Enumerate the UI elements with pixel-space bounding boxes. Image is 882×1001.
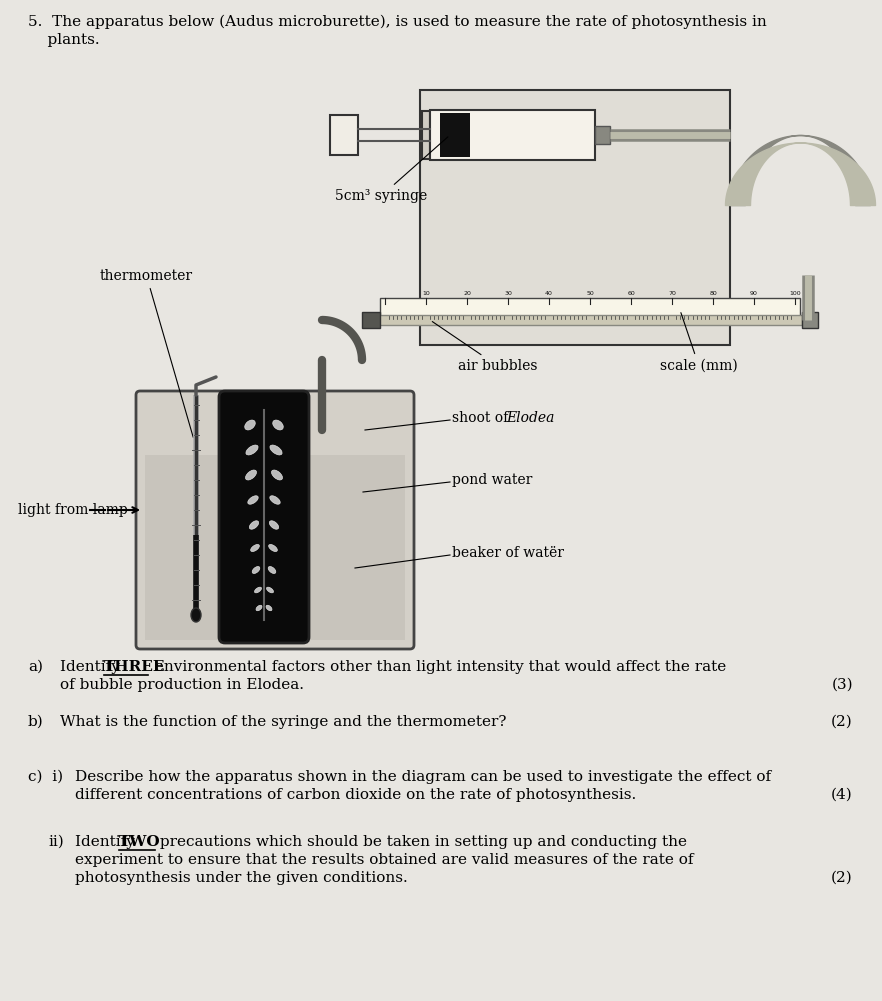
- Text: 5cm³ syringe: 5cm³ syringe: [335, 137, 448, 203]
- Text: of bubble production in Elodea.: of bubble production in Elodea.: [60, 678, 304, 692]
- Text: 10: 10: [422, 291, 430, 296]
- Ellipse shape: [245, 470, 257, 479]
- Text: air bubbles: air bubbles: [432, 321, 537, 373]
- Bar: [380, 298, 800, 318]
- Ellipse shape: [255, 588, 261, 593]
- Text: 90: 90: [750, 291, 758, 296]
- Text: 80: 80: [709, 291, 717, 296]
- Text: photosynthesis under the given conditions.: photosynthesis under the given condition…: [75, 871, 407, 885]
- Text: Identify: Identify: [60, 660, 124, 674]
- Text: Identify: Identify: [75, 835, 139, 849]
- Text: TWO: TWO: [119, 835, 161, 849]
- Text: 60: 60: [627, 291, 635, 296]
- Ellipse shape: [191, 608, 201, 622]
- Text: 5.  The apparatus below (Audus microburette), is used to measure the rate of pho: 5. The apparatus below (Audus microburet…: [28, 15, 766, 29]
- FancyBboxPatch shape: [136, 391, 414, 649]
- Bar: [430, 110, 595, 160]
- Text: precautions which should be taken in setting up and conducting the: precautions which should be taken in set…: [155, 835, 687, 849]
- Bar: [362, 312, 380, 328]
- Text: (2): (2): [831, 715, 853, 729]
- Text: light from lamp: light from lamp: [18, 503, 128, 517]
- Text: environmental factors other than light intensity that would affect the rate: environmental factors other than light i…: [150, 660, 726, 674]
- Text: a): a): [28, 660, 43, 674]
- Text: ii): ii): [48, 835, 64, 849]
- Ellipse shape: [270, 445, 282, 454]
- Text: pond water: pond water: [452, 473, 533, 487]
- Ellipse shape: [246, 445, 258, 454]
- Text: (4): (4): [831, 788, 853, 802]
- Text: beaker of watër: beaker of watër: [452, 546, 564, 560]
- Bar: [802, 312, 818, 328]
- Text: c)  i): c) i): [28, 770, 64, 784]
- Text: b): b): [28, 715, 44, 729]
- Bar: [330, 115, 358, 155]
- Ellipse shape: [252, 567, 260, 574]
- Text: experiment to ensure that the results obtained are valid measures of the rate of: experiment to ensure that the results ob…: [75, 853, 693, 867]
- Ellipse shape: [268, 567, 276, 574]
- Ellipse shape: [250, 521, 258, 530]
- Text: shoot of: shoot of: [452, 411, 512, 425]
- Text: What is the function of the syringe and the thermometer?: What is the function of the syringe and …: [60, 715, 506, 729]
- FancyBboxPatch shape: [219, 391, 309, 643]
- Ellipse shape: [256, 606, 262, 611]
- Bar: [440, 113, 470, 157]
- Ellipse shape: [272, 470, 282, 479]
- Bar: [422, 111, 430, 159]
- Text: scale (mm): scale (mm): [660, 312, 737, 373]
- Ellipse shape: [273, 420, 283, 429]
- Ellipse shape: [250, 545, 259, 552]
- Text: 40: 40: [545, 291, 553, 296]
- Ellipse shape: [244, 420, 255, 429]
- Bar: [145, 455, 405, 640]
- Text: thermometer: thermometer: [100, 269, 193, 437]
- Text: (2): (2): [831, 871, 853, 885]
- Bar: [595, 126, 610, 144]
- Text: Elodea: Elodea: [506, 411, 555, 425]
- Ellipse shape: [266, 588, 273, 593]
- Text: 20: 20: [463, 291, 471, 296]
- Text: 30: 30: [504, 291, 512, 296]
- Ellipse shape: [269, 521, 279, 530]
- Ellipse shape: [269, 545, 277, 552]
- Text: 50: 50: [587, 291, 594, 296]
- Text: THREE: THREE: [104, 660, 166, 674]
- Bar: [378, 315, 802, 325]
- Text: different concentrations of carbon dioxide on the rate of photosynthesis.: different concentrations of carbon dioxi…: [75, 788, 636, 802]
- Text: 100: 100: [789, 291, 801, 296]
- Text: plants.: plants.: [28, 33, 100, 47]
- Text: 70: 70: [668, 291, 676, 296]
- Bar: [420, 90, 730, 345]
- Ellipse shape: [266, 606, 272, 611]
- Ellipse shape: [248, 495, 258, 505]
- Ellipse shape: [270, 495, 280, 505]
- Text: (3): (3): [832, 678, 853, 692]
- Text: Describe how the apparatus shown in the diagram can be used to investigate the e: Describe how the apparatus shown in the …: [75, 770, 771, 784]
